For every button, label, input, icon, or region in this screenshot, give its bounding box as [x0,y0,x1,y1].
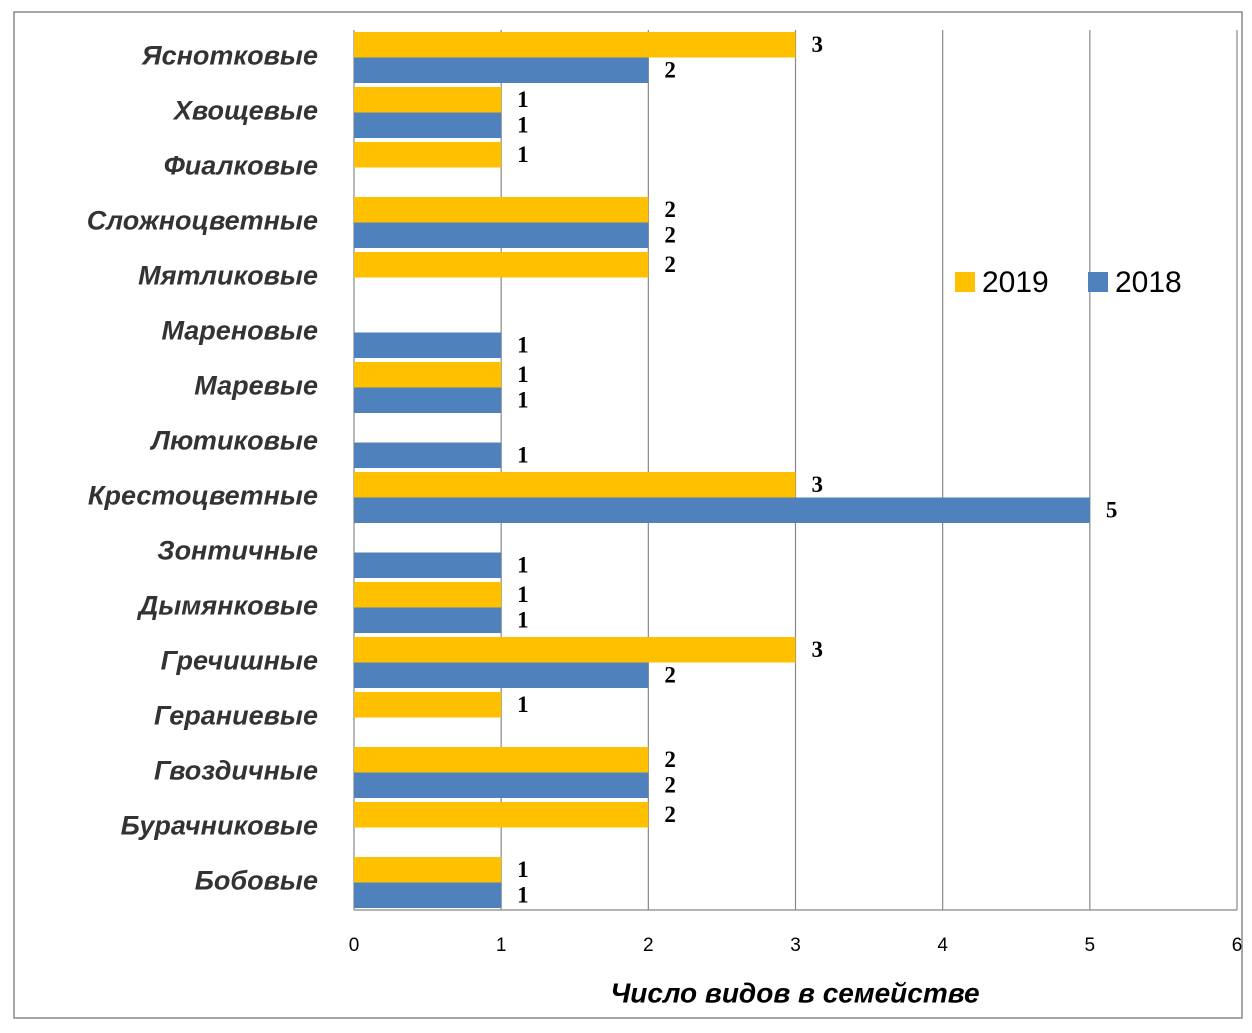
data-label: 1 [517,388,529,413]
x-tick-label: 4 [937,935,948,956]
y-tick-label: Маревые [194,371,318,401]
legend-label: 2018 [1115,266,1182,299]
bar [354,57,649,83]
data-label: 2 [664,197,676,222]
data-label: 1 [517,582,529,607]
bar [354,747,649,773]
data-label: 1 [517,553,529,578]
y-tick-label: Дымянковые [137,591,318,621]
y-tick-label: Гвоздичные [154,756,318,786]
bar [354,332,502,358]
x-tick-label: 2 [643,935,654,956]
data-label: 3 [812,637,824,662]
x-axis-title: Число видов в семействе [610,977,979,1008]
data-label: 3 [812,472,824,497]
bar [354,142,502,168]
bar [354,362,502,388]
x-tick-label: 0 [349,935,360,956]
data-label: 2 [664,58,676,83]
bar [354,582,502,608]
bar [354,662,649,688]
bar [354,882,502,908]
bar [354,857,502,883]
y-tick-label: Яснотковые [141,41,318,71]
x-tick-label: 3 [790,935,801,956]
data-label: 1 [517,87,529,112]
data-label: 1 [517,692,529,717]
bar [354,197,649,223]
data-label: 2 [664,252,676,277]
data-label: 1 [517,443,529,468]
x-tick-label: 6 [1232,935,1243,956]
bar [354,87,502,113]
data-label: 5 [1106,498,1118,523]
y-tick-label: Сложноцветные [87,206,318,236]
y-tick-label: Зонтичные [157,536,318,566]
bar [354,692,502,718]
data-label: 2 [664,747,676,772]
data-label: 1 [517,113,529,138]
x-tick-label: 5 [1085,935,1096,956]
y-tick-label: Гераниевые [154,701,318,731]
data-label: 1 [517,142,529,167]
legend-label: 2019 [982,266,1049,299]
y-tick-label: Бурачниковые [121,811,318,841]
data-label: 2 [664,663,676,688]
bar [354,772,649,798]
y-tick-label: Крестоцветные [88,481,318,511]
bar [354,222,649,248]
legend-swatch [955,272,975,292]
bar [354,637,796,663]
data-label: 2 [664,223,676,248]
y-tick-label: Гречишные [161,646,318,676]
y-tick-label: Фиалковые [164,151,318,181]
y-tick-label: Мятликовые [138,261,318,291]
data-label: 2 [664,802,676,827]
y-tick-label: Мареновые [161,316,318,346]
bar [354,472,796,498]
bar [354,387,502,413]
bar [354,802,649,828]
data-label: 1 [517,857,529,882]
bar [354,497,1090,523]
x-tick-label: 1 [496,935,507,956]
legend-swatch [1088,272,1108,292]
y-tick-label: Бобовые [195,866,318,896]
bar [354,32,796,58]
data-label: 1 [517,608,529,633]
bar [354,607,502,633]
data-label: 3 [812,32,824,57]
bar [354,552,502,578]
y-tick-label: Хвощевые [172,96,318,126]
data-label: 1 [517,333,529,358]
y-tick-label: Лютиковые [149,426,318,456]
bar [354,252,649,278]
bar [354,112,502,138]
data-label: 2 [664,773,676,798]
data-label: 1 [517,362,529,387]
bar [354,442,502,468]
data-label: 1 [517,883,529,908]
